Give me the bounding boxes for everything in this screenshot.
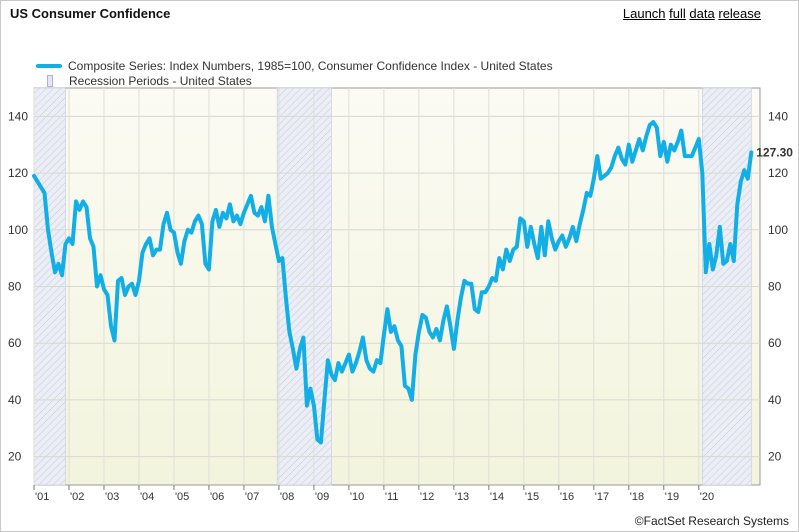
x-tick-label-2020: '20	[700, 491, 714, 503]
y-tick-right-120: 120	[768, 166, 788, 180]
y-axis-right: 20 40 60 80 100 120 140	[768, 109, 788, 463]
x-tick-label-2017: '17	[595, 491, 609, 503]
y-tick-right-80: 80	[768, 280, 782, 294]
x-tick-label-2011: '11	[385, 491, 399, 503]
y-tick-right-40: 40	[768, 393, 782, 407]
link-data[interactable]: data	[689, 6, 715, 21]
data-release-link-group[interactable]: Launch full data release	[623, 6, 761, 21]
y-tick-left-100: 100	[8, 223, 28, 237]
x-tick-label-2009: '09	[315, 491, 329, 503]
x-tick-label-2016: '16	[560, 491, 574, 503]
legend-swatch-box	[47, 74, 53, 87]
x-tick-label-2014: '14	[490, 491, 504, 503]
legend-label-composite: Composite Series: Index Numbers, 1985=10…	[68, 58, 553, 73]
y-axis-left: 20 40 60 80 100 120 140	[8, 109, 28, 463]
chart-title: US Consumer Confidence	[10, 6, 171, 21]
x-tick-label-2005: '05	[175, 491, 189, 503]
legend-label-recession: Recession Periods - United States	[69, 73, 252, 88]
grid-lines	[33, 88, 760, 485]
legend-item-composite[interactable]: Composite Series: Index Numbers, 1985=10…	[36, 58, 553, 73]
x-tick-label-2013: '13	[455, 491, 469, 503]
y-tick-left-140: 140	[8, 109, 28, 123]
x-axis: '01 '02 '03 '04 '05 '06 '07 '08 '09 '10 '11 '12 '13 '…	[33, 485, 714, 503]
y-tick-left-40: 40	[8, 393, 22, 407]
x-tick-label-2004: '04	[140, 491, 154, 503]
x-tick-label-2015: '15	[525, 491, 539, 503]
x-tick-label-2012: '12	[420, 491, 434, 503]
x-tick-label-2002: '02	[70, 491, 84, 503]
y-tick-left-120: 120	[8, 166, 28, 180]
x-tick-label-2008: '08	[280, 491, 294, 503]
y-tick-left-20: 20	[8, 450, 22, 464]
y-tick-left-60: 60	[8, 336, 22, 350]
x-tick-label-2019: '19	[665, 491, 679, 503]
x-tick-label-2006: '06	[210, 491, 224, 503]
y-tick-right-20: 20	[768, 450, 782, 464]
x-tick-label-2010: '10	[350, 491, 364, 503]
y-tick-right-140: 140	[768, 109, 788, 123]
link-launch[interactable]: Launch	[622, 6, 666, 21]
legend-swatch-line	[36, 63, 62, 68]
legend-item-recession[interactable]: Recession Periods - United States	[36, 73, 553, 88]
x-tick-label-2007: '07	[245, 491, 259, 503]
link-release[interactable]: release	[718, 6, 761, 21]
x-tick-label-2018: '18	[630, 491, 644, 503]
y-tick-right-100: 100	[768, 223, 788, 237]
y-tick-left-80: 80	[8, 280, 22, 294]
link-full[interactable]: full	[669, 6, 686, 21]
y-tick-right-60: 60	[768, 336, 782, 350]
x-tick-label-2003: '03	[105, 491, 119, 503]
source-credit: ©FactSet Research Systems	[634, 514, 789, 528]
x-tick-label-2001: '01	[35, 491, 49, 503]
series-line-consumer-confidence[interactable]	[32, 120, 754, 445]
last-value-label: 127.30	[756, 145, 793, 159]
legend: Composite Series: Index Numbers, 1985=10…	[36, 58, 553, 88]
